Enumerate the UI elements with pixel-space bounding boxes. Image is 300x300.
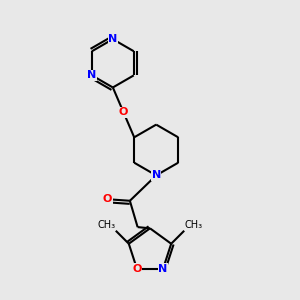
- Text: O: O: [103, 194, 112, 204]
- Text: O: O: [119, 107, 128, 117]
- Text: N: N: [158, 264, 168, 274]
- Text: O: O: [132, 264, 142, 274]
- Text: CH₃: CH₃: [97, 220, 115, 230]
- Text: N: N: [152, 170, 161, 180]
- Text: N: N: [87, 70, 97, 80]
- Text: N: N: [108, 34, 118, 44]
- Text: CH₃: CH₃: [185, 220, 203, 230]
